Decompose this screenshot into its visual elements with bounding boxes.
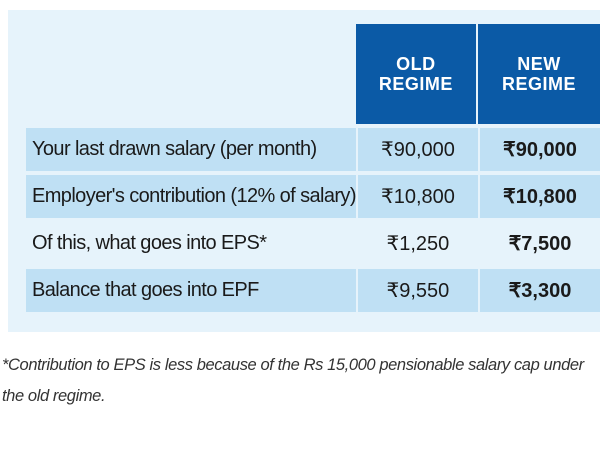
comparison-panel: OLD REGIME NEW REGIME Your last drawn sa… bbox=[8, 10, 600, 332]
new-regime-value: ₹10,800 bbox=[477, 171, 600, 218]
table-row: Of this, what goes into EPS* ₹1,250 ₹7,5… bbox=[26, 218, 600, 265]
old-regime-value: ₹1,250 bbox=[355, 218, 478, 265]
table-header-row: OLD REGIME NEW REGIME bbox=[26, 24, 600, 124]
table-row: Balance that goes into EPF ₹9,550 ₹3,300 bbox=[26, 265, 600, 312]
header-old-regime: OLD REGIME bbox=[355, 24, 478, 124]
header-new-line-2: REGIME bbox=[501, 74, 576, 94]
old-regime-value: ₹10,800 bbox=[355, 171, 478, 218]
row-label: Your last drawn salary (per month) bbox=[26, 124, 356, 171]
header-new-regime: NEW REGIME bbox=[477, 24, 600, 124]
new-regime-value: ₹90,000 bbox=[477, 124, 600, 171]
row-label: Balance that goes into EPF bbox=[26, 265, 356, 312]
new-regime-value: ₹3,300 bbox=[477, 265, 600, 312]
new-regime-value: ₹7,500 bbox=[477, 218, 600, 265]
table-row: Your last drawn salary (per month) ₹90,0… bbox=[26, 124, 600, 171]
table-row: Employer's contribution (12% of salary) … bbox=[26, 171, 600, 218]
footnote: *Contribution to EPS is less because of … bbox=[2, 356, 584, 405]
row-label: Of this, what goes into EPS* bbox=[26, 218, 356, 265]
header-new-line-1: NEW bbox=[517, 54, 561, 74]
old-regime-value: ₹9,550 bbox=[355, 265, 478, 312]
regime-comparison-table: OLD REGIME NEW REGIME Your last drawn sa… bbox=[26, 24, 600, 312]
row-label: Employer's contribution (12% of salary) bbox=[26, 171, 357, 218]
header-old-line-2: REGIME bbox=[378, 74, 453, 94]
header-empty-cell bbox=[26, 24, 356, 124]
old-regime-value: ₹90,000 bbox=[355, 124, 478, 171]
header-old-line-1: OLD bbox=[396, 54, 436, 74]
